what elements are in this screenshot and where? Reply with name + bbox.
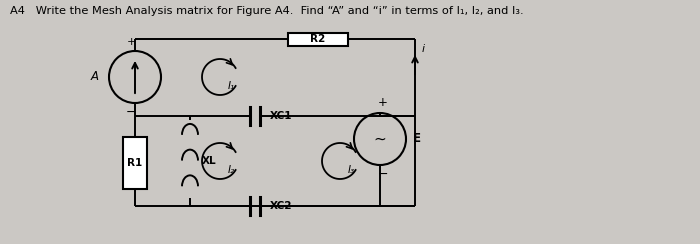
Text: XC2: XC2 xyxy=(270,201,293,211)
Text: R1: R1 xyxy=(127,158,143,168)
Text: +: + xyxy=(126,37,136,47)
Text: R2: R2 xyxy=(310,34,326,44)
Text: XL: XL xyxy=(202,156,216,166)
FancyBboxPatch shape xyxy=(123,137,147,189)
Text: I₂: I₂ xyxy=(228,165,235,175)
Text: A4   Write the Mesh Analysis matrix for Figure A4.  Find “A” and “i” in terms of: A4 Write the Mesh Analysis matrix for Fi… xyxy=(10,6,524,16)
Text: ~: ~ xyxy=(374,132,386,146)
Text: I₃: I₃ xyxy=(348,165,355,175)
Text: A: A xyxy=(91,71,99,83)
Text: i: i xyxy=(422,44,425,54)
FancyBboxPatch shape xyxy=(288,32,348,45)
Text: I₁: I₁ xyxy=(228,81,235,91)
Text: +: + xyxy=(378,96,388,109)
Text: E: E xyxy=(413,132,421,145)
Text: −: − xyxy=(126,106,136,119)
Text: XC1: XC1 xyxy=(270,111,293,121)
Text: −: − xyxy=(378,168,388,181)
